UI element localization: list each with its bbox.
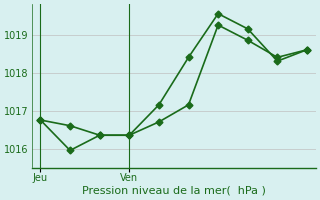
X-axis label: Pression niveau de la mer(  hPa ): Pression niveau de la mer( hPa )	[82, 186, 266, 196]
